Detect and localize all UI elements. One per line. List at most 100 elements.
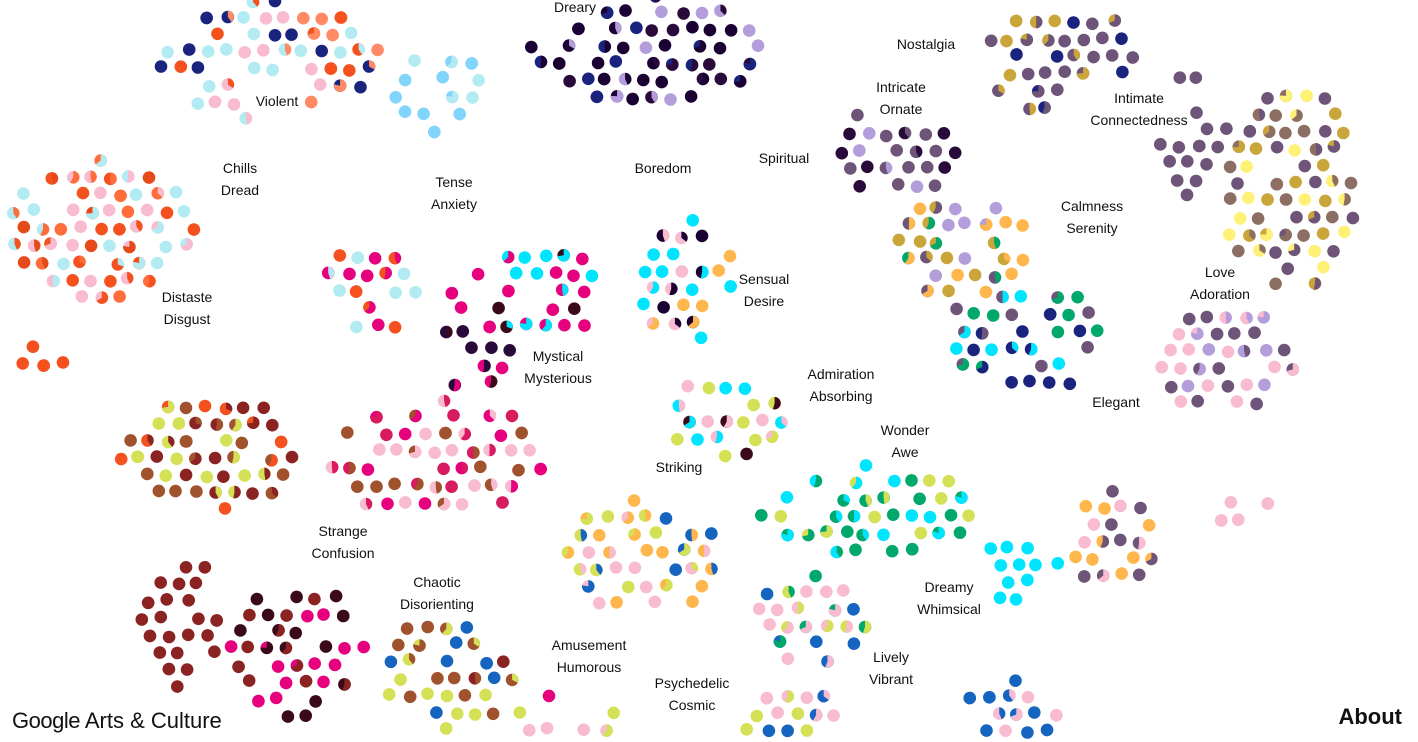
dot: [1028, 342, 1038, 356]
dot: [958, 216, 971, 230]
dot: [1015, 48, 1023, 61]
brand-logo[interactable]: Google Arts & Culture: [12, 708, 222, 734]
dot: [437, 462, 450, 476]
dot: [995, 591, 1007, 605]
label-line: Disorienting: [400, 596, 474, 612]
dot: [95, 222, 108, 236]
dot: [666, 247, 680, 261]
dot: [1038, 66, 1052, 79]
dot: [763, 618, 776, 631]
dot: [351, 251, 365, 264]
dot: [76, 186, 90, 200]
emotion-label[interactable]: Psychedelic Cosmic: [655, 672, 730, 716]
dot: [198, 399, 212, 413]
dot: [315, 12, 329, 26]
emotion-label[interactable]: Dreary: [554, 0, 596, 18]
dot: [418, 497, 432, 510]
emotion-label[interactable]: Intricate Ornate: [876, 76, 926, 120]
emotion-label[interactable]: Amusement Humorous: [552, 634, 627, 678]
emotion-label[interactable]: Distaste Disgust: [162, 286, 213, 330]
dot: [409, 652, 416, 665]
dot: [1164, 155, 1176, 168]
dot: [74, 220, 87, 233]
emotion-label[interactable]: Nostalgia: [897, 33, 955, 55]
emotion-label[interactable]: Tense Anxiety: [431, 171, 477, 215]
emotion-label[interactable]: Admiration Absorbing: [808, 363, 875, 407]
dot: [1098, 569, 1110, 582]
emotion-label[interactable]: Chaotic Disorienting: [400, 571, 474, 615]
dot: [444, 394, 451, 407]
dot: [999, 215, 1012, 229]
dot: [695, 229, 709, 243]
label-line: Vibrant: [868, 671, 914, 687]
dot: [27, 203, 41, 216]
emotion-label[interactable]: Lively Vibrant: [869, 646, 913, 690]
dot: [1211, 140, 1224, 154]
emotion-label[interactable]: Dreamy Whimsical: [917, 576, 981, 620]
dot: [127, 170, 135, 183]
dot: [1021, 67, 1035, 81]
emotion-label[interactable]: Wonder Awe: [881, 419, 930, 463]
dot: [770, 603, 784, 617]
dot: [1133, 551, 1140, 563]
dot: [1240, 378, 1254, 392]
dot: [497, 655, 510, 668]
dot: [994, 559, 1008, 572]
dot: [989, 201, 1003, 215]
dot: [1263, 125, 1276, 138]
emotion-label[interactable]: Striking: [656, 456, 703, 478]
dot: [17, 220, 31, 234]
emotion-label[interactable]: Strange Confusion: [311, 520, 374, 564]
dot: [797, 707, 805, 720]
dot: [627, 494, 641, 507]
dot: [421, 687, 434, 700]
dot: [119, 223, 126, 234]
dot: [398, 427, 412, 441]
emotion-label[interactable]: Elegant: [1092, 391, 1139, 413]
dot: [388, 321, 402, 334]
dot: [661, 578, 673, 592]
dot: [888, 474, 901, 488]
emotion-label[interactable]: Calmness Serenity: [1061, 195, 1123, 239]
dot: [1182, 343, 1195, 356]
emotion-label[interactable]: Boredom: [635, 157, 692, 179]
dot: [1261, 497, 1275, 510]
dot: [914, 526, 928, 540]
dot: [853, 180, 866, 193]
dot: [1048, 14, 1061, 28]
dot: [1105, 518, 1118, 531]
emotion-label[interactable]: Love Adoration: [1190, 261, 1250, 305]
dot: [1223, 192, 1237, 205]
dot: [1106, 485, 1119, 498]
label-line: Serenity: [1066, 220, 1118, 236]
dot: [495, 361, 509, 375]
dot: [609, 55, 623, 68]
emotion-label[interactable]: Spiritual: [759, 147, 810, 169]
dot: [483, 359, 491, 373]
dot: [656, 546, 669, 559]
dot: [1221, 345, 1235, 359]
dot: [1288, 144, 1301, 157]
dot: [810, 635, 823, 648]
emotion-label[interactable]: Intimate Connectedness: [1090, 87, 1187, 131]
dot: [800, 620, 813, 634]
dot: [687, 379, 694, 393]
dot: [434, 125, 441, 136]
dot: [658, 39, 672, 52]
emotion-label[interactable]: Sensual Desire: [739, 268, 790, 312]
emotion-label[interactable]: Chills Dread: [221, 157, 259, 201]
dot: [995, 271, 1002, 284]
dot: [1021, 690, 1035, 704]
emotion-label[interactable]: Mystical Mysterious: [524, 345, 592, 389]
dot: [892, 233, 906, 247]
dot: [459, 107, 466, 117]
about-link[interactable]: About: [1338, 704, 1402, 729]
emotion-label[interactable]: Violent: [256, 90, 299, 112]
dot: [781, 652, 795, 665]
dot: [191, 61, 205, 74]
dot: [440, 689, 454, 703]
dot: [553, 57, 566, 70]
dot: [655, 75, 668, 89]
dot: [264, 467, 271, 481]
dot: [919, 128, 933, 141]
